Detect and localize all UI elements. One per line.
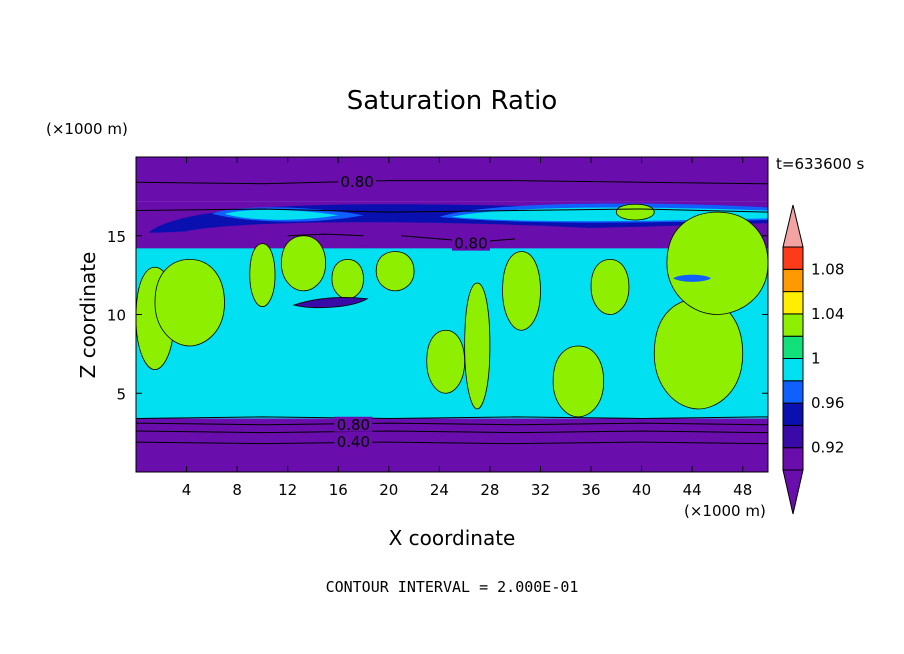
colorbar-label: 0.92 <box>811 439 844 457</box>
supersaturated-patch <box>280 235 327 292</box>
y-tick-label: 15 <box>107 228 126 246</box>
contour-field: 0.800.800.800.40 <box>136 157 768 472</box>
x-tick-label: 4 <box>182 481 192 499</box>
colorbar-segment <box>782 313 804 337</box>
supersaturated-patch <box>666 211 768 315</box>
colorbar-label: 1.04 <box>811 305 844 323</box>
x-tick-label: 24 <box>430 481 449 499</box>
layer-top-dry-layer <box>136 157 768 202</box>
layer-bottom-dry-layer <box>136 418 768 472</box>
supersaturated-patch <box>375 251 415 292</box>
contour-label-bg <box>338 174 377 190</box>
mid-level-dry-streak <box>292 297 369 309</box>
supersaturated-patch <box>154 258 225 347</box>
colorbar-label: 1.08 <box>811 260 844 278</box>
isoline-bottom-lower <box>136 430 768 434</box>
x-tick-label: 32 <box>531 481 550 499</box>
x-tick-label: 16 <box>329 481 348 499</box>
colorbar-label: 0.96 <box>811 394 844 412</box>
supersaturated-patch <box>653 298 744 410</box>
isoline-cloud-base <box>136 416 768 419</box>
contour-label: 0.40 <box>337 433 370 451</box>
supersaturated-patch <box>426 329 466 394</box>
colorbar-segment <box>782 447 804 471</box>
supersaturated-patch <box>464 282 491 410</box>
isoline-0.80-bottom <box>136 422 768 426</box>
y-tick-label: 10 <box>107 307 126 325</box>
supersaturated-patch <box>552 345 605 418</box>
isoline-0.80-top <box>136 180 768 185</box>
contour-label-bg <box>451 235 490 251</box>
time-label: t=633600 s <box>776 155 865 173</box>
x-tick-label: 40 <box>632 481 651 499</box>
supersaturated-patch <box>331 258 364 300</box>
supersaturated-patch <box>590 258 630 315</box>
contour-label-bg <box>334 416 373 432</box>
contour-label: 0.80 <box>340 173 373 191</box>
x-axis-label: X coordinate <box>388 526 516 550</box>
colorbar-segment <box>782 424 804 449</box>
x-tick-label: 36 <box>581 481 600 499</box>
contour-label: 0.80 <box>337 416 370 434</box>
y-axis-unit: (×1000 m) <box>46 120 128 138</box>
isoline-0.80-mid-left <box>287 233 364 237</box>
y-tick-label: 5 <box>116 385 126 403</box>
right-blue-blob <box>673 274 712 282</box>
x-tick-label: 12 <box>278 481 297 499</box>
colorbar-segment <box>782 358 804 382</box>
colorbar-segment <box>782 335 804 360</box>
contour-label: 0.80 <box>454 235 487 253</box>
moist-band-cyan-right <box>452 207 768 222</box>
isoline-cloud-top <box>136 208 768 213</box>
colorbar-segment <box>782 268 804 293</box>
colorbar-segment <box>782 402 804 426</box>
colorbar-label: 1 <box>811 350 821 368</box>
contour-interval-label: CONTOUR INTERVAL = 2.000E-01 <box>325 578 579 596</box>
moist-band-cyan-left <box>224 209 339 220</box>
supersaturated-patch <box>502 251 541 331</box>
x-tick-label: 8 <box>232 481 242 499</box>
isoline-0.40 <box>136 441 768 445</box>
colorbar-segment <box>782 291 804 315</box>
supersaturated-patch <box>615 203 655 221</box>
x-tick-label: 48 <box>733 481 752 499</box>
colorbar-segment <box>782 246 804 270</box>
x-tick-label: 28 <box>480 481 499 499</box>
colorbar-max-arrow <box>782 204 804 248</box>
contour-label-bg <box>334 434 373 450</box>
x-tick-label: 44 <box>683 481 702 499</box>
supersaturated-patch <box>249 243 276 308</box>
x-axis-unit: (×1000 m) <box>684 502 766 520</box>
colorbar-min-arrow <box>782 469 804 515</box>
colorbar-segment <box>782 380 804 404</box>
chart-title: Saturation Ratio <box>346 86 558 116</box>
x-tick-label: 20 <box>379 481 398 499</box>
